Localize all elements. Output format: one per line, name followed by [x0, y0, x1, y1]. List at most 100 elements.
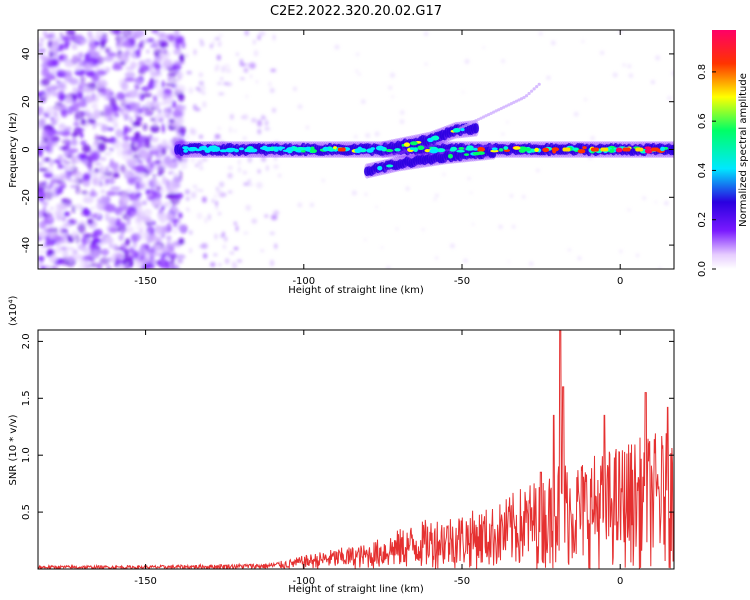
band-spot [259, 146, 269, 150]
colorbar-gradient [712, 30, 736, 269]
band-spot [322, 146, 329, 152]
noise-blob [269, 231, 275, 235]
noise-blob [165, 241, 171, 249]
noise-blob [112, 64, 123, 71]
noise-blob [140, 265, 150, 269]
noise-blob [100, 175, 106, 180]
noise-blob [148, 149, 160, 155]
noise-blob [145, 188, 150, 195]
noise-blob [93, 228, 103, 237]
noise-blob [99, 257, 110, 265]
noise-blob [186, 70, 192, 75]
noise-blob [170, 122, 180, 128]
noise-blob [251, 118, 257, 123]
noise-blob [265, 165, 269, 172]
noise-blob [70, 139, 78, 147]
noise-blob [38, 181, 46, 192]
noise-blob [47, 91, 53, 97]
band-spot [225, 147, 235, 153]
band-spot [447, 153, 453, 159]
noise-blob [123, 125, 128, 135]
noise-blob [101, 124, 108, 133]
noise-blob [100, 40, 106, 49]
noise-blob [546, 75, 551, 80]
noise-blob [110, 158, 114, 164]
noise-blob [177, 74, 181, 81]
noise-blob [100, 189, 106, 194]
harmonic-dot [532, 87, 536, 91]
noise-blob [150, 145, 157, 152]
harmonic-dot [466, 122, 470, 126]
noise-blob [149, 134, 153, 140]
noise-blob [108, 147, 115, 152]
noise-blob [82, 241, 86, 247]
noise-blob [120, 164, 126, 174]
noise-blob [92, 238, 102, 244]
noise-blob [119, 93, 131, 98]
noise-blob [120, 248, 131, 254]
noise-blob [74, 110, 85, 120]
noise-blob [69, 218, 74, 226]
noise-blob [55, 202, 64, 212]
noise-blob [68, 77, 79, 86]
noise-blob [116, 147, 123, 158]
noise-blob [129, 116, 134, 124]
noise-blob [612, 72, 618, 78]
noise-blob [619, 249, 623, 253]
band-spot [429, 149, 439, 154]
noise-blob [52, 187, 56, 197]
noise-blob [227, 165, 233, 170]
noise-blob [655, 55, 661, 61]
noise-blob [238, 166, 241, 173]
noise-blob [255, 80, 259, 83]
noise-blob [577, 256, 582, 261]
noise-blob [45, 238, 57, 247]
noise-blob [74, 249, 78, 254]
noise-blob [176, 37, 183, 44]
noise-blob [186, 210, 192, 213]
harmonic-dot [519, 97, 524, 101]
band-spot [278, 146, 283, 151]
noise-blob [464, 59, 470, 64]
band-spot [269, 146, 275, 152]
band-spot [206, 147, 215, 152]
noise-blob [498, 224, 503, 229]
harmonic-dot [527, 91, 531, 96]
band-spot [413, 147, 418, 153]
noise-blob [252, 39, 256, 45]
noise-blob [400, 110, 405, 115]
noise-blob [351, 190, 357, 196]
noise-blob [130, 234, 138, 244]
noise-blob [76, 128, 85, 132]
noise-blob [173, 208, 180, 215]
noise-blob [249, 74, 253, 79]
noise-blob [46, 209, 51, 215]
y-tick-label: -20 [21, 189, 32, 205]
noise-blob [507, 260, 510, 263]
band-spot [286, 147, 294, 153]
noise-blob [109, 97, 117, 106]
noise-blob [135, 160, 144, 164]
noise-blob [53, 159, 60, 163]
noise-blob [96, 262, 103, 269]
noise-blob [69, 179, 78, 184]
harmonic-dot [481, 115, 486, 119]
noise-blob [239, 77, 245, 80]
noise-blob [125, 238, 130, 246]
noise-blob [58, 154, 64, 162]
noise-blob [50, 206, 54, 211]
noise-blob [144, 143, 152, 149]
noise-blob [124, 77, 136, 82]
harmonic-dot [476, 117, 481, 122]
noise-blob [264, 120, 269, 127]
colorbar-label: Normalized spectral amplitude [738, 73, 749, 227]
noise-blob [125, 171, 130, 176]
noise-blob [664, 201, 669, 206]
noise-blob [97, 199, 109, 205]
noise-blob [61, 232, 66, 238]
x-tick-label: 0 [617, 576, 623, 587]
band-spot [183, 148, 188, 153]
noise-blob [261, 114, 265, 118]
spectrogram-xlabel: Height of straight line (km) [288, 285, 424, 296]
noise-blob [115, 45, 122, 51]
